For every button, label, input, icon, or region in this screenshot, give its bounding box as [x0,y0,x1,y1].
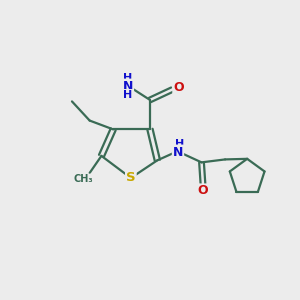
Text: N: N [173,146,183,159]
Text: O: O [173,81,184,94]
Text: S: S [126,172,136,184]
Text: H: H [175,139,184,148]
Text: O: O [198,184,208,197]
Text: CH₃: CH₃ [74,174,94,184]
Text: N: N [123,80,133,93]
Text: H: H [123,73,133,83]
Text: H: H [123,90,133,100]
